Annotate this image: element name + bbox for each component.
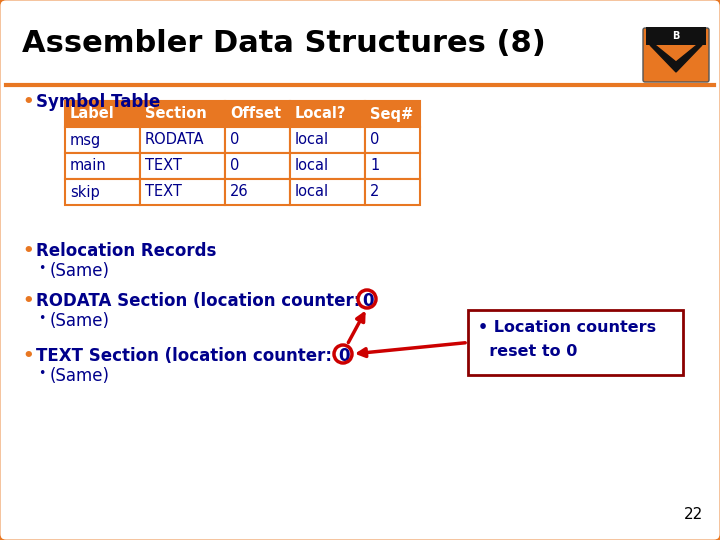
Bar — [140, 127, 225, 153]
Text: local: local — [295, 132, 329, 147]
Text: (Same): (Same) — [50, 312, 110, 330]
Bar — [365, 179, 420, 205]
Text: 0: 0 — [230, 132, 239, 147]
Text: 22: 22 — [684, 507, 703, 522]
Text: Symbol Table: Symbol Table — [36, 93, 161, 111]
Text: skip: skip — [70, 185, 100, 199]
Text: TEXT: TEXT — [145, 159, 182, 173]
Bar — [65, 127, 140, 153]
Text: (Same): (Same) — [50, 367, 110, 385]
Text: B: B — [672, 31, 680, 41]
Bar — [225, 101, 290, 127]
Text: msg: msg — [70, 132, 102, 147]
Bar — [6, 6, 714, 85]
Text: • Location counters: • Location counters — [478, 320, 656, 335]
Bar — [290, 101, 365, 127]
Bar — [225, 127, 290, 153]
Bar — [365, 127, 420, 153]
Text: Local?: Local? — [295, 106, 346, 122]
Bar — [65, 179, 140, 205]
Text: Seq#: Seq# — [370, 106, 413, 122]
Bar — [290, 153, 365, 179]
Text: (Same): (Same) — [50, 262, 110, 280]
Bar — [646, 27, 706, 45]
Bar — [140, 179, 225, 205]
Polygon shape — [650, 45, 702, 72]
FancyBboxPatch shape — [643, 28, 709, 82]
Text: •: • — [38, 367, 45, 380]
Text: Label: Label — [70, 106, 114, 122]
Text: reset to 0: reset to 0 — [478, 344, 577, 359]
Text: 0: 0 — [362, 292, 374, 310]
Text: TEXT Section (location counter:: TEXT Section (location counter: — [36, 347, 332, 365]
Bar — [290, 127, 365, 153]
Text: RODATA: RODATA — [145, 132, 204, 147]
Text: RODATA Section (location counter:: RODATA Section (location counter: — [36, 292, 361, 310]
Bar — [225, 153, 290, 179]
Text: 26: 26 — [230, 185, 248, 199]
Bar — [468, 310, 683, 375]
Text: •: • — [22, 347, 34, 365]
Bar — [225, 179, 290, 205]
Text: •: • — [38, 262, 45, 275]
Bar — [365, 153, 420, 179]
Text: 1: 1 — [370, 159, 379, 173]
Text: •: • — [38, 312, 45, 325]
Text: main: main — [70, 159, 107, 173]
Bar — [65, 153, 140, 179]
Text: •: • — [22, 93, 34, 111]
Text: TEXT: TEXT — [145, 185, 182, 199]
Text: 0: 0 — [230, 159, 239, 173]
Bar — [140, 101, 225, 127]
Text: local: local — [295, 185, 329, 199]
Bar — [140, 153, 225, 179]
Text: •: • — [22, 292, 34, 310]
Text: Relocation Records: Relocation Records — [36, 242, 217, 260]
Bar — [65, 101, 140, 127]
Text: 0: 0 — [370, 132, 379, 147]
Text: •: • — [22, 242, 34, 260]
Bar — [365, 101, 420, 127]
Bar — [290, 179, 365, 205]
Text: Offset: Offset — [230, 106, 281, 122]
Text: Section: Section — [145, 106, 207, 122]
Text: 0: 0 — [338, 347, 349, 365]
Text: 2: 2 — [370, 185, 379, 199]
Text: local: local — [295, 159, 329, 173]
Text: Assembler Data Structures (8): Assembler Data Structures (8) — [22, 29, 546, 57]
